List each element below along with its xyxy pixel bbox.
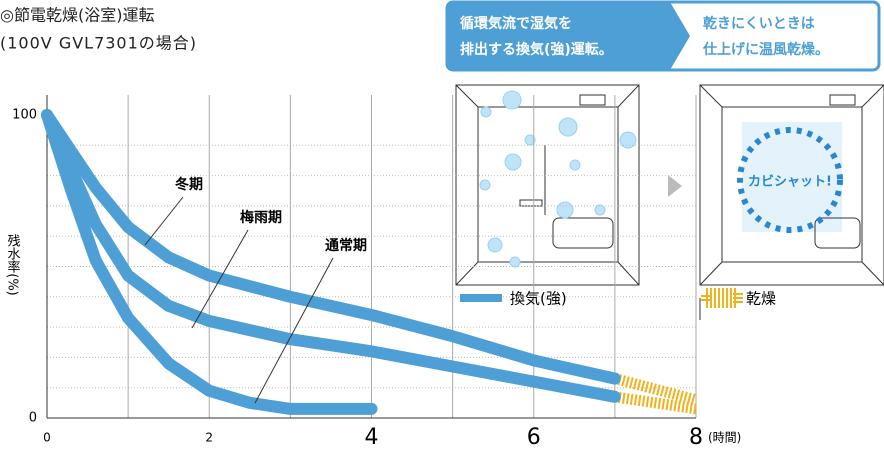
x-tick-label: 8 — [689, 425, 703, 448]
leader — [254, 257, 334, 404]
legend-swatch — [460, 294, 502, 302]
callout-text: 乾きにくいときは — [703, 15, 815, 32]
legend-swatch — [701, 288, 743, 308]
x-axis-unit: (時間) — [708, 431, 741, 445]
bathroom-illustration — [455, 84, 640, 286]
y-tick-label: 100 — [12, 108, 37, 123]
callout-text: 仕上げに温風乾燥。 — [702, 41, 829, 58]
legend-label: 乾燥 — [746, 290, 776, 308]
line — [41, 109, 621, 403]
arrow — [668, 175, 682, 197]
leader — [144, 196, 184, 246]
x-tick-label: 4 — [365, 425, 379, 448]
y-axis-label: 残水率(%) — [5, 234, 21, 296]
series-label: 通常期 — [325, 237, 367, 254]
chart-subtitle: (100V GVL7301の場合) — [0, 34, 197, 53]
series-label: 冬期 — [175, 176, 203, 193]
x-tick-label: 0 — [43, 431, 51, 445]
leader — [191, 229, 249, 329]
line — [41, 109, 621, 385]
bathroom-illustration — [699, 84, 884, 286]
x-tick-label: 6 — [527, 425, 541, 448]
series-label: 梅雨期 — [240, 209, 282, 226]
drying-line — [614, 391, 697, 415]
drying-line — [613, 373, 698, 406]
badge: カビシャット! — [748, 174, 832, 190]
callout-text: 循環気流で湿気を — [460, 15, 572, 32]
chart-title: ◎節電乾燥(浴室)運転 — [0, 6, 154, 25]
callout-text: 排出する換気(強)運転。 — [460, 41, 613, 58]
x-tick-label: 2 — [205, 431, 213, 445]
y-tick-label: 0 — [29, 411, 37, 426]
legend-label: 換気(強) — [510, 290, 567, 308]
line — [41, 109, 378, 415]
callout: 循環気流で湿気を 排出する換気(強)運転。 乾きにくいときは 仕上げに温風乾燥。 — [445, 0, 881, 72]
